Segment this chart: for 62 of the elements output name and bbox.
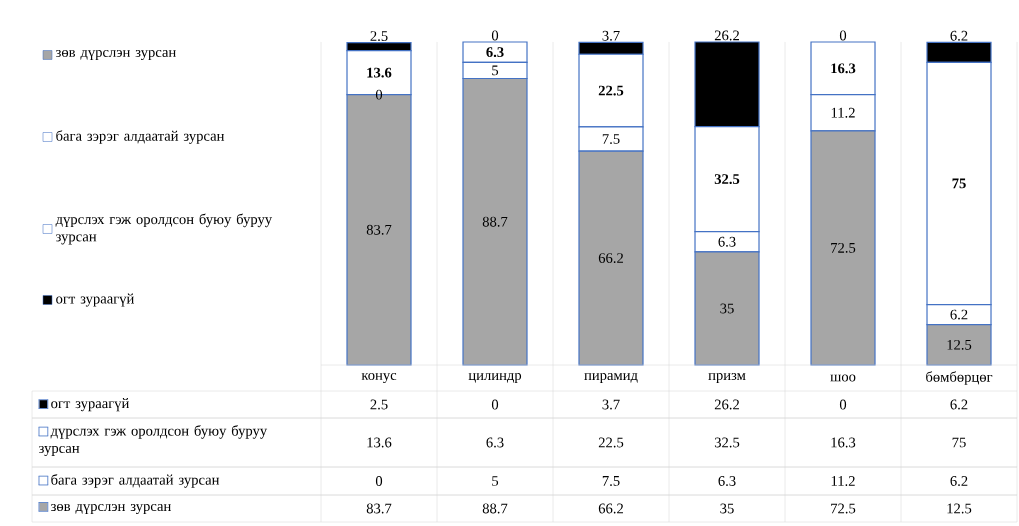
text: 72.5 xyxy=(831,242,856,253)
legend-label: зөв дүрслэн зурсан xyxy=(56,49,176,61)
data-label: 3.7 xyxy=(602,399,620,410)
data-label: 0 xyxy=(375,476,383,486)
data-label: 12.5 xyxy=(947,503,972,514)
text: 83.7 xyxy=(366,224,392,235)
data-label: 6.3 xyxy=(486,437,504,448)
data-label: 72.5 xyxy=(831,503,856,514)
text: 2.5 xyxy=(370,31,388,42)
text: 12.5 xyxy=(947,339,972,350)
data-label: 11.2 xyxy=(831,476,855,486)
legend-label: огт зураагүй xyxy=(56,293,134,307)
data-label: 6.2 xyxy=(950,399,968,410)
text: огт зураагүй xyxy=(51,398,130,412)
text: 6.2 xyxy=(950,30,968,41)
data-label: 16.3 xyxy=(831,437,856,448)
text: 11.2 xyxy=(831,107,855,118)
text: 13.6 xyxy=(367,67,392,78)
text: 5 xyxy=(492,65,499,76)
x-tick-label: шоо xyxy=(830,374,856,382)
data-label: 32.5 xyxy=(714,437,740,448)
data-label: 2.5 xyxy=(370,399,388,410)
x-tick-label: конус xyxy=(361,372,397,384)
data-label: 83.7 xyxy=(366,503,392,514)
text: 88.7 xyxy=(482,216,508,227)
text: 6.3 xyxy=(718,236,736,247)
text: 22.5 xyxy=(598,85,624,96)
text: 32.5 xyxy=(714,174,740,185)
legend-label: дүрслэх гэж оролдсон буюу буруу зурсан xyxy=(55,213,273,245)
x-tick-label: бөмбөрцөг xyxy=(926,371,993,385)
text: 75 xyxy=(952,178,966,189)
text: 35 xyxy=(720,303,734,314)
data-label: 26.2 xyxy=(714,399,739,410)
text: 0 xyxy=(375,89,383,100)
x-tick-label: пирамид xyxy=(584,373,638,383)
x-tick-label: цилиндр xyxy=(468,373,522,383)
data-label: 6.2 xyxy=(950,476,968,486)
data-label: 35 xyxy=(720,503,734,514)
text: бага зэрэг алдаатай зурсан xyxy=(51,474,220,488)
text: 66.2 xyxy=(598,253,623,264)
text: 16.3 xyxy=(831,63,856,74)
text: 7.5 xyxy=(602,134,620,144)
data-label: 0 xyxy=(491,399,499,410)
text: дүрслэх гэж оролдсон буюу буруу зурсан xyxy=(39,425,268,456)
text: 0 xyxy=(491,30,499,41)
data-label: 22.5 xyxy=(598,437,624,448)
data-label: 7.5 xyxy=(602,476,620,486)
text: 6.2 xyxy=(950,309,968,320)
data-label: 66.2 xyxy=(598,503,623,514)
data-label: 0 xyxy=(839,399,847,410)
data-label: 5 xyxy=(492,476,499,486)
text: зөв дүрслэн зурсан xyxy=(51,504,171,515)
data-label: 13.6 xyxy=(367,437,392,448)
legend-label: бага зэрэг алдаатай зурсан xyxy=(56,130,225,144)
data-label: 6.3 xyxy=(718,476,736,486)
text: 26.2 xyxy=(714,30,739,41)
text: 3.7 xyxy=(602,30,620,41)
text: 0 xyxy=(839,30,847,41)
data-label: 75 xyxy=(952,437,966,448)
x-tick-label: призм xyxy=(708,373,746,383)
data-label: 88.7 xyxy=(482,503,508,514)
text: 6.3 xyxy=(486,47,504,58)
